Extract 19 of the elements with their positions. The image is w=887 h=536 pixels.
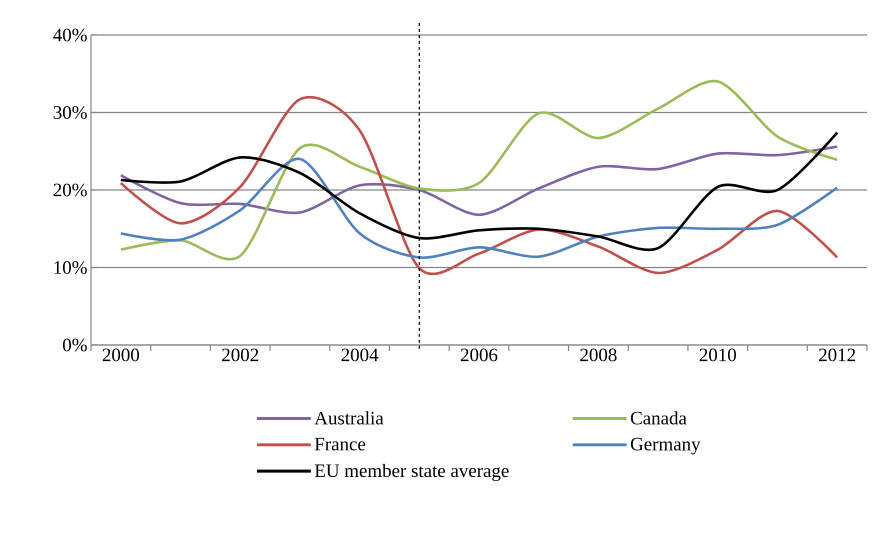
y-tick-label: 30% bbox=[54, 106, 87, 119]
line-series bbox=[120, 158, 838, 259]
x-tick-label: 2012 bbox=[819, 348, 856, 362]
y-tick-label: 10% bbox=[54, 261, 87, 274]
line-series bbox=[120, 145, 838, 216]
y-tick-label: 20% bbox=[54, 184, 87, 196]
y-tick-label: 0% bbox=[62, 338, 87, 352]
x-tick-label: 2004 bbox=[342, 348, 378, 362]
x-tick-label: 2002 bbox=[222, 348, 258, 362]
legend-label: France bbox=[314, 438, 366, 450]
legend-label: Canada bbox=[630, 411, 687, 425]
legend-label: EU member state average bbox=[314, 464, 509, 482]
x-tick-label: 2000 bbox=[102, 348, 140, 362]
x-tick-label: 2008 bbox=[580, 348, 617, 362]
legend-label: Australia bbox=[314, 411, 384, 425]
legend-label: Germany bbox=[630, 438, 700, 454]
x-tick-label: 2010 bbox=[700, 348, 736, 362]
y-tick-label: 40% bbox=[53, 28, 87, 42]
x-tick-label: 2006 bbox=[460, 348, 498, 362]
